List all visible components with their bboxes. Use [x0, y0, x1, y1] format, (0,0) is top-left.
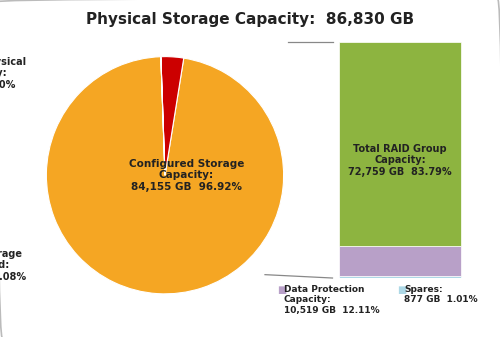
Bar	[339, 42, 461, 246]
Text: ■: ■	[398, 285, 407, 295]
Wedge shape	[161, 57, 165, 175]
Text: Spares:
877 GB  1.01%: Spares: 877 GB 1.01%	[404, 285, 477, 304]
Text: Global Storage
Overhead:
2,676 GB  3.08%: Global Storage Overhead: 2,676 GB 3.08%	[0, 249, 26, 282]
Text: Unused Physical
Capacity:
0 GB   0.00%: Unused Physical Capacity: 0 GB 0.00%	[0, 57, 26, 90]
Text: Total RAID Group
Capacity:
72,759 GB  83.79%: Total RAID Group Capacity: 72,759 GB 83.…	[348, 144, 452, 177]
Text: Configured Storage
Capacity:
84,155 GB  96.92%: Configured Storage Capacity: 84,155 GB 9…	[128, 159, 244, 192]
Text: Physical Storage Capacity:  86,830 GB: Physical Storage Capacity: 86,830 GB	[86, 12, 414, 27]
Bar	[339, 276, 461, 278]
Bar	[339, 246, 461, 276]
Text: ■: ■	[278, 285, 287, 295]
Text: Data Protection
Capacity:
10,519 GB  12.11%: Data Protection Capacity: 10,519 GB 12.1…	[284, 285, 380, 314]
Wedge shape	[161, 57, 184, 175]
Wedge shape	[46, 57, 284, 294]
